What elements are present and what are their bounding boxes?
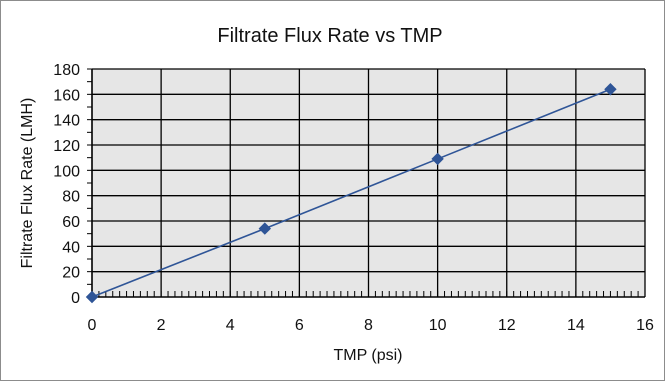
y-tick-label: 60 (62, 214, 80, 231)
x-tick-label: 2 (157, 317, 166, 334)
x-tick-label: 14 (567, 317, 585, 334)
x-tick-label: 8 (364, 317, 373, 334)
data-point-diamond (85, 290, 99, 304)
minor-ticks (87, 68, 646, 298)
y-tick-labels: 0 20 40 60 80 100 120 140 160 180 (53, 62, 80, 307)
y-tick-label: 180 (53, 62, 80, 79)
y-tick-label: 160 (53, 87, 80, 104)
x-tick-label: 6 (295, 317, 304, 334)
x-tick-labels: 0 2 4 6 8 10 12 14 16 (88, 317, 654, 334)
data-point-diamond (258, 222, 272, 235)
y-tick-label: 120 (53, 138, 80, 155)
x-tick-label: 0 (88, 317, 97, 334)
y-axis-label: Filtrate Flux Rate (LMH) (19, 98, 36, 269)
y-tick-label: 20 (62, 265, 80, 282)
data-point-diamond (431, 152, 444, 166)
y-tick-label: 0 (71, 290, 80, 307)
x-tick-label: 16 (636, 317, 654, 334)
chart-title: Filtrate Flux Rate vs TMP (217, 25, 442, 47)
y-tick-label: 100 (53, 163, 80, 180)
y-tick-label: 80 (62, 189, 80, 206)
x-axis-label: TMP (psi) (333, 347, 402, 364)
x-tick-label: 4 (226, 317, 235, 334)
series-group (85, 83, 617, 304)
gridlines (92, 68, 646, 297)
y-tick-label: 40 (62, 239, 80, 256)
series-line (91, 88, 611, 298)
data-point-diamond (604, 83, 617, 96)
y-tick-label: 140 (53, 113, 80, 130)
x-tick-label: 10 (429, 317, 447, 334)
x-tick-label: 12 (498, 317, 516, 334)
